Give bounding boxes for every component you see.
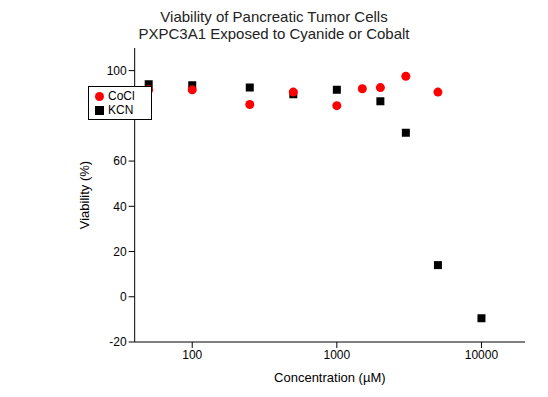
svg-text:60: 60 [113, 154, 127, 168]
svg-text:-20: -20 [109, 335, 127, 349]
svg-text:20: 20 [113, 245, 127, 259]
svg-text:40: 40 [113, 200, 127, 214]
svg-text:0: 0 [120, 290, 127, 304]
svg-text:Viability (%): Viability (%) [77, 161, 92, 229]
svg-text:100: 100 [107, 64, 127, 78]
svg-text:80: 80 [113, 109, 127, 123]
svg-text:100: 100 [182, 348, 202, 362]
svg-text:10000: 10000 [465, 348, 499, 362]
svg-text:1000: 1000 [323, 348, 350, 362]
svg-text:Concentration (µM): Concentration (µM) [274, 370, 386, 385]
